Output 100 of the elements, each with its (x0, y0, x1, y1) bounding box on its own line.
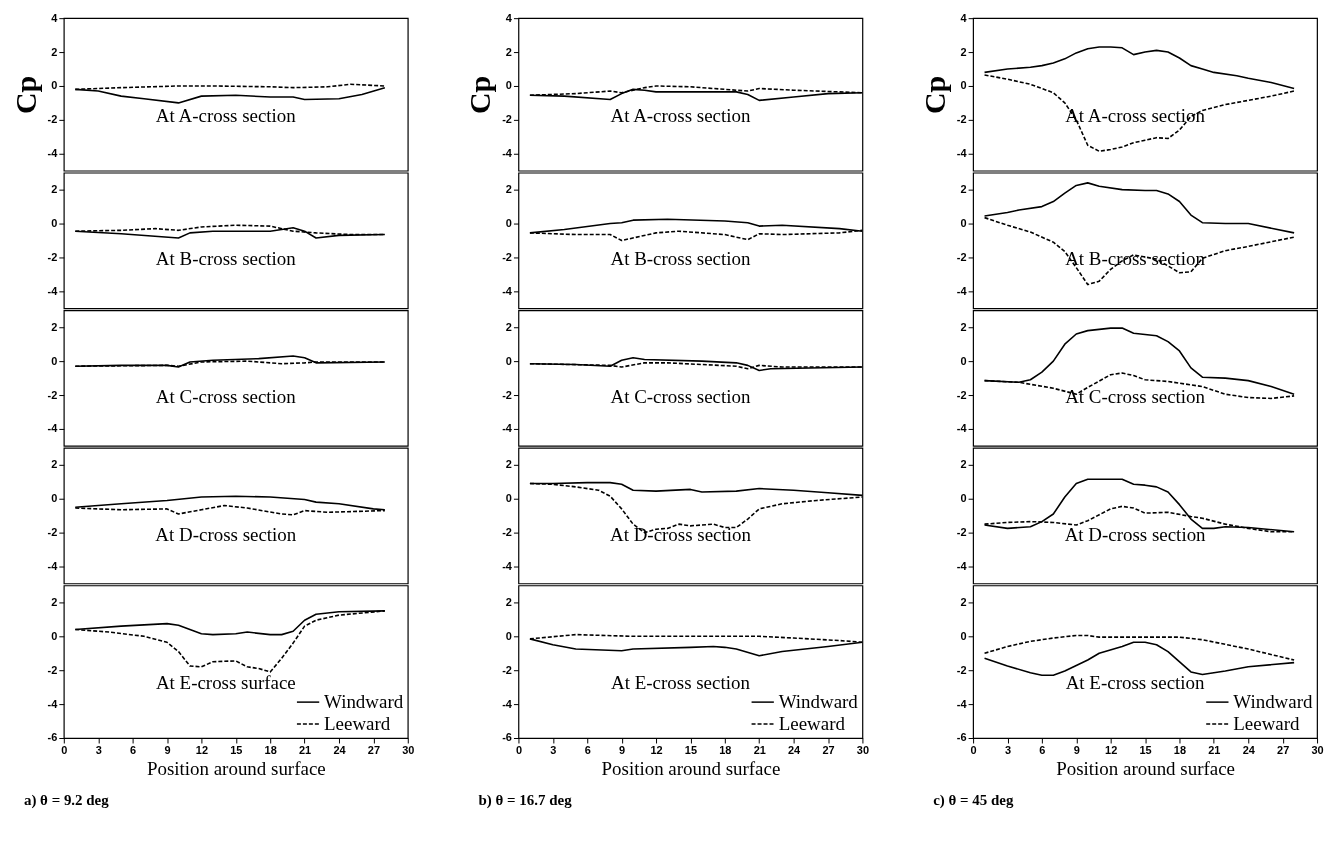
legend-label: Leeward (1233, 713, 1301, 735)
x-tick-label: 3 (1004, 744, 1012, 757)
x-tick-label: 30 (402, 744, 415, 757)
x-tick-label: 21 (753, 744, 766, 757)
y-tick-label: -4 (47, 284, 59, 297)
y-tick-label: 2 (960, 595, 967, 608)
legend-label: Windward (1233, 691, 1313, 713)
y-tick-label: -4 (47, 147, 59, 160)
y-tick-label: -4 (502, 560, 513, 573)
y-tick-label: -4 (956, 697, 968, 710)
y-tick-label: 0 (505, 79, 512, 92)
y-tick-label: 4 (51, 11, 59, 24)
y-tick-label: -2 (956, 113, 967, 126)
y-tick-label: -2 (502, 388, 512, 401)
y-tick-label: -4 (956, 560, 968, 573)
annotation: At D-cross section (1064, 523, 1207, 545)
y-tick-label: 2 (51, 183, 58, 196)
y-tick-label: -4 (956, 284, 968, 297)
y-tick-label: -6 (47, 731, 58, 744)
y-tick-label: -4 (502, 284, 513, 297)
y-axis-title: Cp (917, 75, 951, 115)
x-tick-label: 24 (333, 744, 347, 757)
text: b) θ = 16.7 deg (478, 791, 573, 809)
y-tick-label: -2 (956, 663, 967, 676)
x-tick-label: 9 (164, 744, 171, 757)
x-axis-title: Position around surface (146, 758, 326, 780)
y-tick-label: 2 (51, 458, 58, 471)
annotation: At A-cross section (610, 104, 751, 126)
annotation: At E-cross surface (155, 672, 296, 694)
y-tick-label: 0 (51, 217, 58, 230)
y-tick-label: -2 (47, 250, 58, 263)
y-tick-label: 4 (505, 11, 513, 24)
y-tick-label: -6 (502, 731, 512, 744)
x-tick-label: 3 (95, 744, 102, 757)
legend-label: Windward (324, 691, 404, 713)
legend-label: Leeward (324, 713, 391, 735)
y-axis-title: Cp (8, 75, 42, 115)
annotation: At B-cross section (155, 248, 297, 270)
legend-label: Windward (778, 691, 859, 713)
x-tick-label: 3 (550, 744, 557, 757)
y-tick-label: 0 (960, 629, 967, 642)
x-tick-label: 15 (230, 744, 243, 757)
x-axis-title: Position around surface (601, 758, 781, 780)
y-tick-label: 4 (960, 11, 968, 24)
y-tick-label: 0 (505, 217, 512, 230)
y-tick-label: 2 (960, 183, 967, 196)
annotation: At E-cross section (611, 672, 751, 694)
x-tick-label: 12 (195, 744, 208, 757)
y-tick-label: 2 (51, 45, 58, 58)
x-tick-label: 30 (856, 744, 870, 757)
y-tick-label: 2 (960, 458, 967, 471)
y-tick-label: 0 (505, 492, 512, 505)
y-tick-label: 2 (505, 183, 512, 196)
x-tick-label: 21 (1208, 744, 1221, 757)
y-tick-label: -2 (47, 113, 58, 126)
x-tick-label: 6 (130, 744, 137, 757)
y-tick-label: -4 (502, 697, 513, 710)
y-tick-label: -2 (502, 526, 512, 539)
x-tick-label: 30 (1311, 744, 1324, 757)
x-tick-label: 15 (1139, 744, 1152, 757)
annotation: At C-cross section (155, 386, 297, 408)
y-tick-label: 0 (51, 79, 58, 92)
y-tick-label: 0 (505, 629, 512, 642)
x-tick-label: 21 (298, 744, 312, 757)
y-tick-label: 0 (51, 354, 58, 367)
y-tick-label: -2 (502, 663, 512, 676)
annotation: At C-cross section (1065, 386, 1206, 408)
legend-label: Leeward (778, 713, 846, 735)
x-tick-label: 9 (1073, 744, 1080, 757)
y-tick-label: 2 (51, 595, 58, 608)
y-tick-label: -2 (47, 526, 58, 539)
y-tick-label: -4 (47, 697, 59, 710)
y-tick-label: 2 (505, 458, 512, 471)
y-tick-label: -2 (502, 113, 512, 126)
y-tick-label: 0 (51, 492, 58, 505)
y-tick-label: 0 (960, 79, 967, 92)
annotation: At E-cross section (1065, 672, 1206, 694)
y-tick-label: -2 (956, 388, 967, 401)
y-tick-label: 0 (51, 629, 58, 642)
x-tick-label: 0 (970, 744, 977, 757)
x-tick-label: 24 (1242, 744, 1256, 757)
y-tick-label: 2 (960, 45, 967, 58)
x-tick-label: 0 (61, 744, 68, 757)
y-tick-label: 0 (960, 354, 967, 367)
y-tick-label: 2 (505, 45, 512, 58)
y-tick-label: -4 (47, 422, 59, 435)
x-tick-label: 27 (1277, 744, 1290, 757)
y-tick-label: -6 (956, 731, 967, 744)
y-tick-label: -2 (956, 250, 967, 263)
annotation: At C-cross section (610, 386, 751, 408)
y-tick-label: -2 (47, 663, 58, 676)
x-tick-label: 18 (719, 744, 732, 757)
y-tick-label: 2 (505, 320, 512, 333)
y-tick-label: -2 (47, 388, 58, 401)
x-tick-label: 9 (619, 744, 626, 757)
annotation: At D-cross section (155, 523, 297, 545)
text: c) θ = 45 deg (933, 791, 1014, 809)
y-tick-label: -2 (956, 526, 967, 539)
x-tick-label: 0 (515, 744, 522, 757)
y-tick-label: 0 (960, 217, 967, 230)
